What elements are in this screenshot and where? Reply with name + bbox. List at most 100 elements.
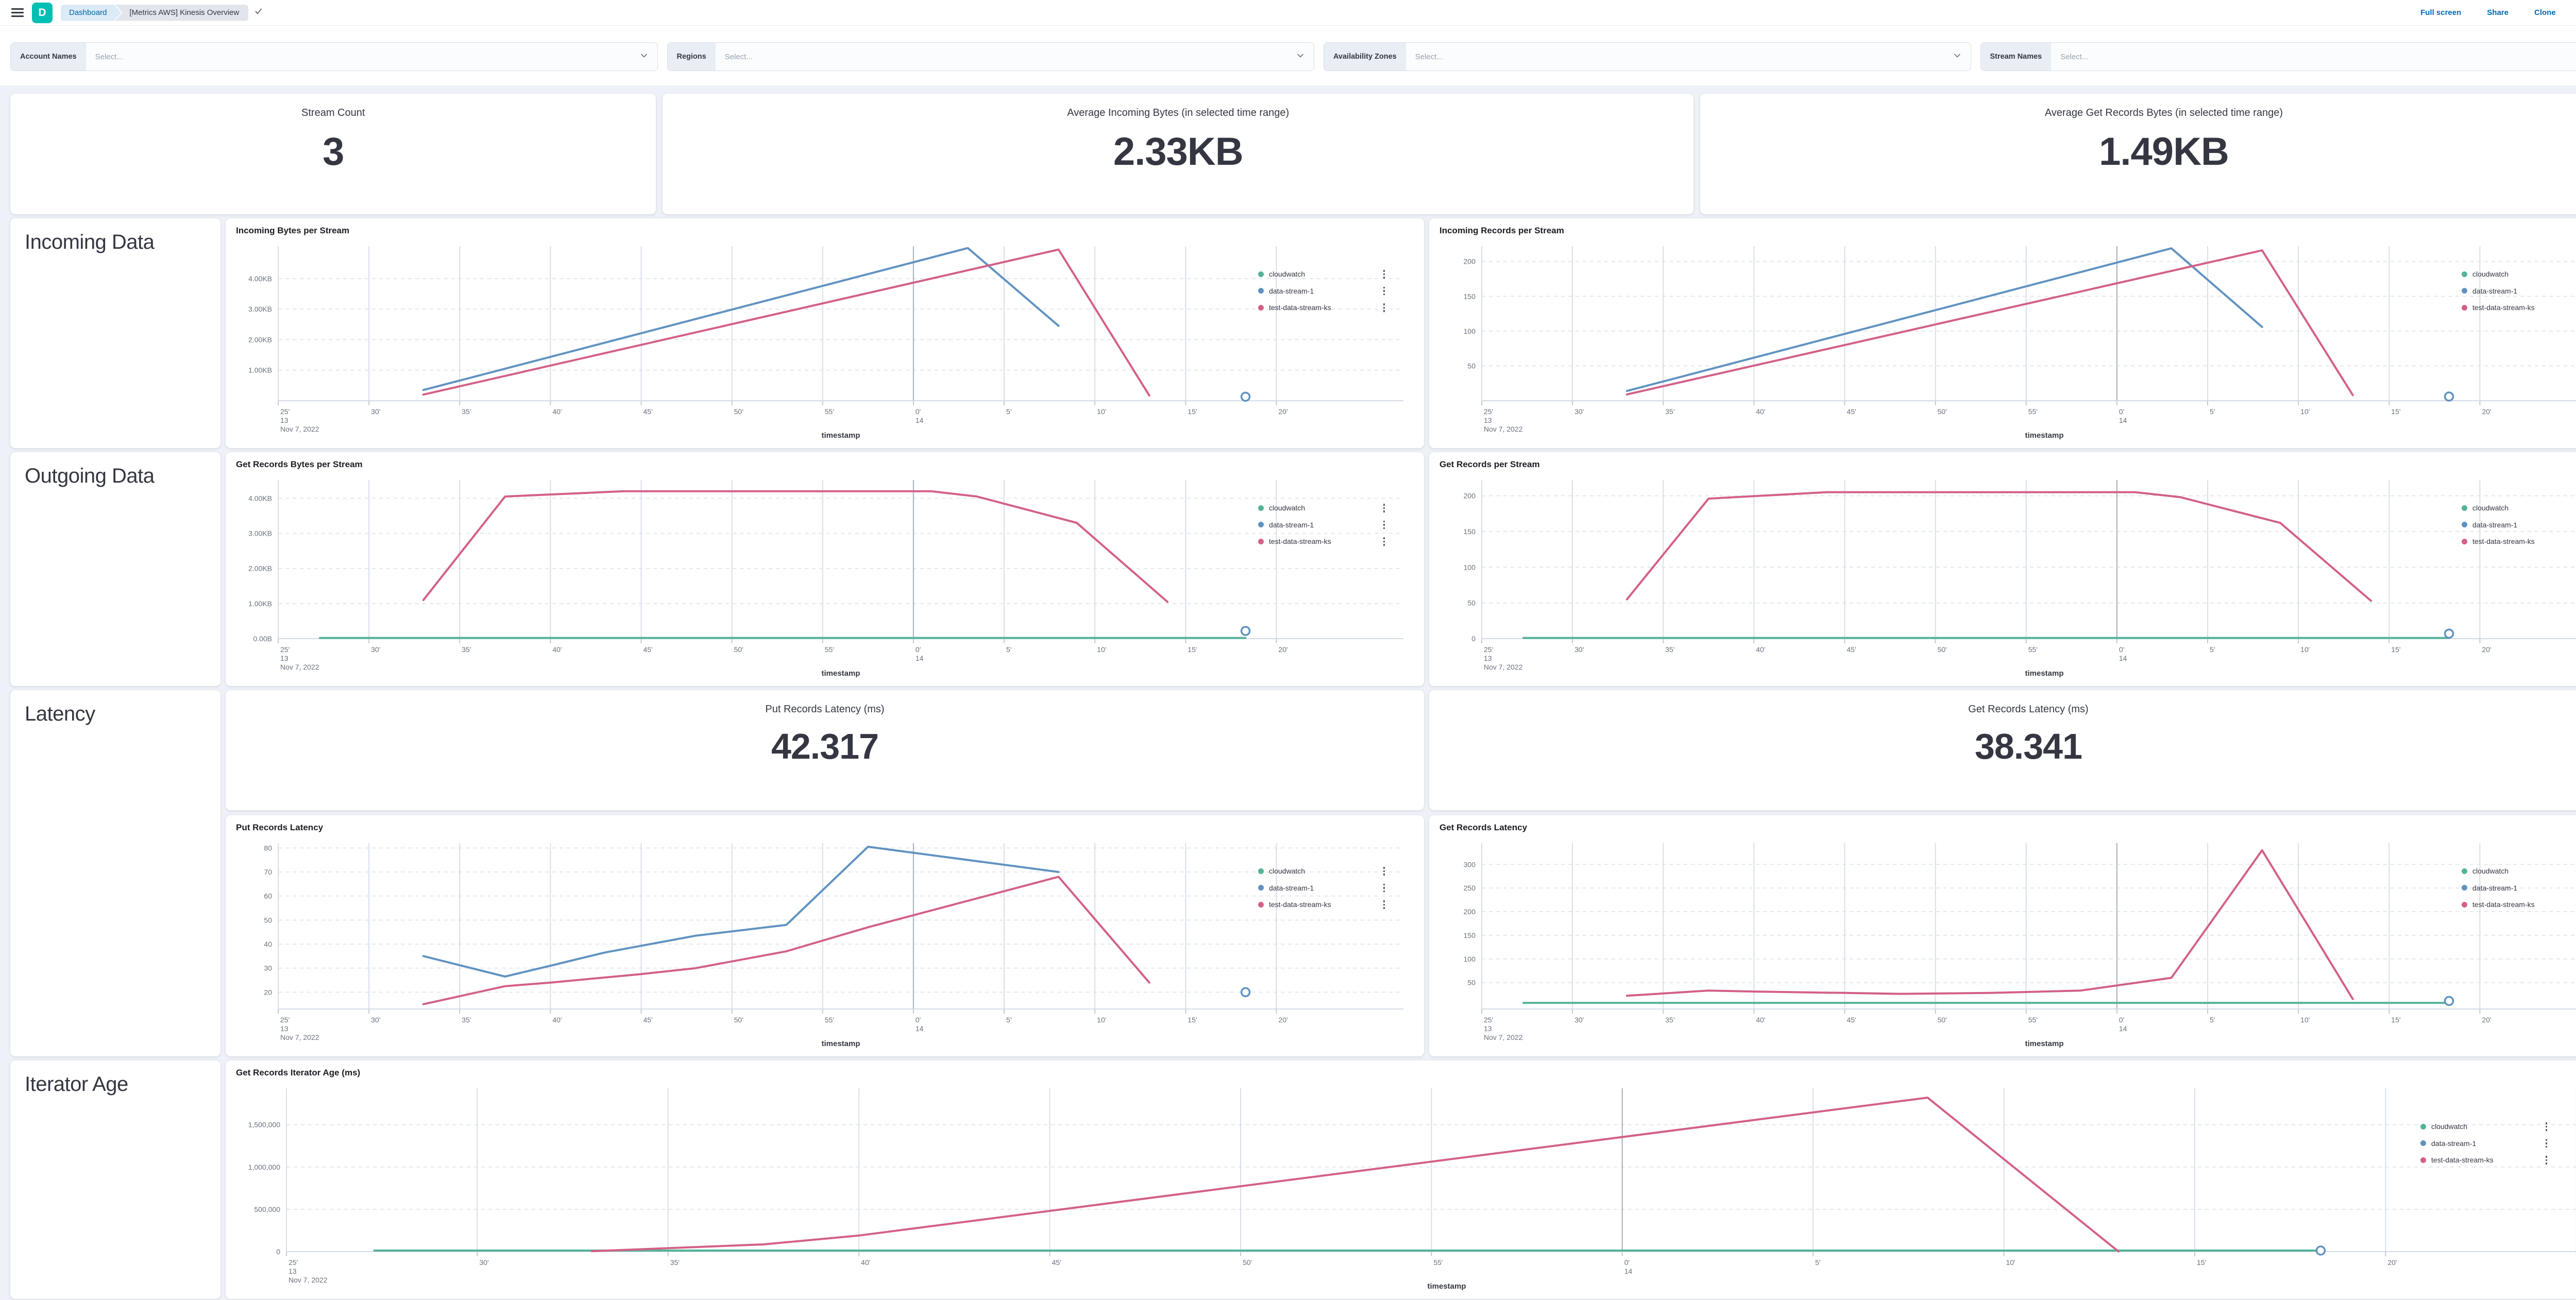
legend-item-test-data-stream-ks[interactable]: test-data-stream-ks bbox=[2462, 302, 2576, 313]
legend-color-dot bbox=[1258, 288, 1264, 294]
legend-color-dot bbox=[2462, 885, 2467, 891]
share-button[interactable]: Share bbox=[2487, 8, 2509, 17]
legend-options-icon[interactable] bbox=[2545, 1155, 2549, 1166]
panel-title: Get Records per Stream bbox=[1439, 459, 1540, 469]
legend-item-data-stream-1[interactable]: data-stream-1 bbox=[2462, 520, 2576, 531]
panel-get-records-latency-value: Get Records Latency (ms) 38.341 bbox=[1429, 690, 2576, 810]
legend-color-dot bbox=[2462, 271, 2467, 277]
panel-incoming-records-per-stream: Incoming Records per Stream 50 100 150 200 2… bbox=[1429, 218, 2576, 448]
legend-options-icon[interactable] bbox=[1382, 883, 1386, 894]
svg-text:15': 15' bbox=[1188, 645, 1197, 654]
legend-item-data-stream-1[interactable]: data-stream-1 bbox=[2420, 1138, 2548, 1149]
svg-text:3.00KB: 3.00KB bbox=[248, 305, 272, 313]
legend-options-icon[interactable] bbox=[1382, 536, 1386, 547]
legend-options-icon[interactable] bbox=[1382, 503, 1386, 514]
svg-text:1,000,000: 1,000,000 bbox=[248, 1163, 280, 1171]
legend-item-test-data-stream-ks[interactable]: test-data-stream-ks bbox=[1258, 899, 1386, 910]
legend-options-icon[interactable] bbox=[1382, 302, 1386, 313]
deployment-logo[interactable]: D bbox=[32, 2, 53, 23]
metric-title: Get Records Latency (ms) bbox=[1968, 704, 2089, 715]
svg-text:14: 14 bbox=[2119, 416, 2127, 424]
svg-text:0': 0' bbox=[2119, 645, 2124, 654]
legend-item-test-data-stream-ks[interactable]: test-data-stream-ks bbox=[1258, 536, 1386, 547]
filter-placeholder: Select... bbox=[2060, 52, 2089, 61]
legend-color-dot bbox=[2462, 304, 2467, 311]
svg-text:0.00B: 0.00B bbox=[253, 635, 272, 643]
panel-incoming-bytes-per-stream: Incoming Bytes per Stream 1.00KB 2.00KB 3.… bbox=[226, 218, 1424, 448]
legend-options-icon[interactable] bbox=[2545, 1121, 2549, 1132]
legend-item-cloudwatch[interactable]: cloudwatch bbox=[2462, 503, 2576, 514]
legend-item-test-data-stream-ks[interactable]: test-data-stream-ks bbox=[1258, 302, 1386, 313]
svg-text:10': 10' bbox=[2006, 1258, 2015, 1267]
svg-text:timestamp: timestamp bbox=[821, 669, 860, 678]
svg-text:25': 25' bbox=[1484, 407, 1493, 416]
dashboard-filter-bar: Account Names Select... Regions Select..… bbox=[0, 26, 2576, 85]
filter-regions[interactable]: Regions Select... bbox=[667, 42, 1314, 71]
svg-text:Nov 7, 2022: Nov 7, 2022 bbox=[280, 663, 319, 671]
svg-text:25': 25' bbox=[1484, 1016, 1493, 1024]
legend-item-data-stream-1[interactable]: data-stream-1 bbox=[1258, 286, 1386, 297]
metric-title: Average Incoming Bytes (in selected time… bbox=[1067, 107, 1290, 118]
svg-text:70: 70 bbox=[264, 868, 272, 876]
metric-value: 1.49KB bbox=[2099, 130, 2229, 174]
metric-value: 2.33KB bbox=[1113, 130, 1244, 174]
legend-item-data-stream-1[interactable]: data-stream-1 bbox=[2462, 883, 2576, 894]
legend-options-icon[interactable] bbox=[1382, 286, 1386, 297]
legend-options-icon[interactable] bbox=[1382, 899, 1386, 910]
legend-item-test-data-stream-ks[interactable]: test-data-stream-ks bbox=[2462, 536, 2576, 547]
legend-item-cloudwatch[interactable]: cloudwatch bbox=[2462, 866, 2576, 877]
legend-item-data-stream-1[interactable]: data-stream-1 bbox=[1258, 883, 1386, 894]
legend-item-data-stream-1[interactable]: data-stream-1 bbox=[2462, 286, 2576, 297]
menu-icon[interactable] bbox=[11, 8, 24, 17]
filter-stream-names[interactable]: Stream Names Select... bbox=[1980, 42, 2576, 71]
svg-text:timestamp: timestamp bbox=[1427, 1282, 1466, 1291]
svg-text:5': 5' bbox=[2210, 1016, 2215, 1024]
clone-button[interactable]: Clone bbox=[2534, 8, 2556, 17]
panel-get-records-latency-chart: Get Records Latency 50 100 150 200 250 300 25'… bbox=[1429, 815, 2576, 1056]
legend-label: data-stream-1 bbox=[2472, 883, 2518, 892]
svg-text:10': 10' bbox=[1097, 645, 1106, 654]
chart-area: 0 50 100 150 200 25' 13 Nov 7, 2022 30' 35' 40' 45'… bbox=[1436, 470, 2576, 682]
legend-item-cloudwatch[interactable]: cloudwatch bbox=[1258, 866, 1386, 877]
legend-options-icon[interactable] bbox=[2545, 1138, 2549, 1149]
legend-options-icon[interactable] bbox=[1382, 269, 1386, 280]
svg-text:35': 35' bbox=[670, 1258, 680, 1267]
legend-color-dot bbox=[2462, 505, 2467, 511]
legend-color-dot bbox=[1258, 304, 1264, 311]
metric-value: 42.317 bbox=[771, 726, 879, 766]
legend-item-test-data-stream-ks[interactable]: test-data-stream-ks bbox=[2420, 1155, 2548, 1166]
svg-text:50': 50' bbox=[734, 407, 743, 416]
legend-item-test-data-stream-ks[interactable]: test-data-stream-ks bbox=[2462, 899, 2576, 910]
svg-text:50: 50 bbox=[264, 916, 272, 924]
legend-item-data-stream-1[interactable]: data-stream-1 bbox=[1258, 520, 1386, 531]
svg-text:50': 50' bbox=[1938, 1016, 1947, 1024]
svg-text:Nov 7, 2022: Nov 7, 2022 bbox=[1484, 1033, 1523, 1041]
legend-color-dot bbox=[2462, 538, 2467, 544]
legend-item-cloudwatch[interactable]: cloudwatch bbox=[1258, 269, 1386, 280]
panel-get-records-per-stream: Get Records per Stream 0 50 100 150 200 25' 13… bbox=[1429, 452, 2576, 686]
legend-item-cloudwatch[interactable]: cloudwatch bbox=[2462, 269, 2576, 280]
breadcrumb-dashboard[interactable]: Dashboard bbox=[61, 5, 121, 21]
legend-item-cloudwatch[interactable]: cloudwatch bbox=[2420, 1121, 2548, 1132]
metric-title: Stream Count bbox=[301, 107, 365, 118]
legend-options-icon[interactable] bbox=[1382, 866, 1386, 877]
svg-text:50': 50' bbox=[1243, 1258, 1252, 1267]
chart-legend: cloudwatch data-stream-1 test-data-stream-… bbox=[2462, 269, 2576, 313]
legend-label: cloudwatch bbox=[2472, 867, 2509, 876]
filter-account-names[interactable]: Account Names Select... bbox=[10, 42, 658, 71]
chart-area: 1.00KB 2.00KB 3.00KB 4.00KB 25' 13 Nov 7, 2022… bbox=[233, 236, 1417, 444]
full-screen-button[interactable]: Full screen bbox=[2420, 8, 2462, 17]
svg-text:50: 50 bbox=[1467, 979, 1476, 987]
svg-text:60: 60 bbox=[264, 892, 272, 900]
svg-text:50: 50 bbox=[1467, 599, 1476, 607]
svg-text:14: 14 bbox=[916, 1024, 924, 1033]
filter-availability-zones[interactable]: Availability Zones Select... bbox=[1324, 42, 1971, 71]
chevron-down-icon bbox=[640, 52, 648, 62]
legend-options-icon[interactable] bbox=[1382, 520, 1386, 531]
legend-item-cloudwatch[interactable]: cloudwatch bbox=[1258, 503, 1386, 514]
svg-text:15': 15' bbox=[2391, 1016, 2400, 1024]
metric-cards-row: Stream Count 3 Average Incoming Bytes (i… bbox=[10, 94, 2576, 214]
iterator-age-row: Iterator Age Get Records Iterator Age (m… bbox=[10, 1060, 2576, 1299]
svg-text:0: 0 bbox=[1471, 635, 1476, 643]
